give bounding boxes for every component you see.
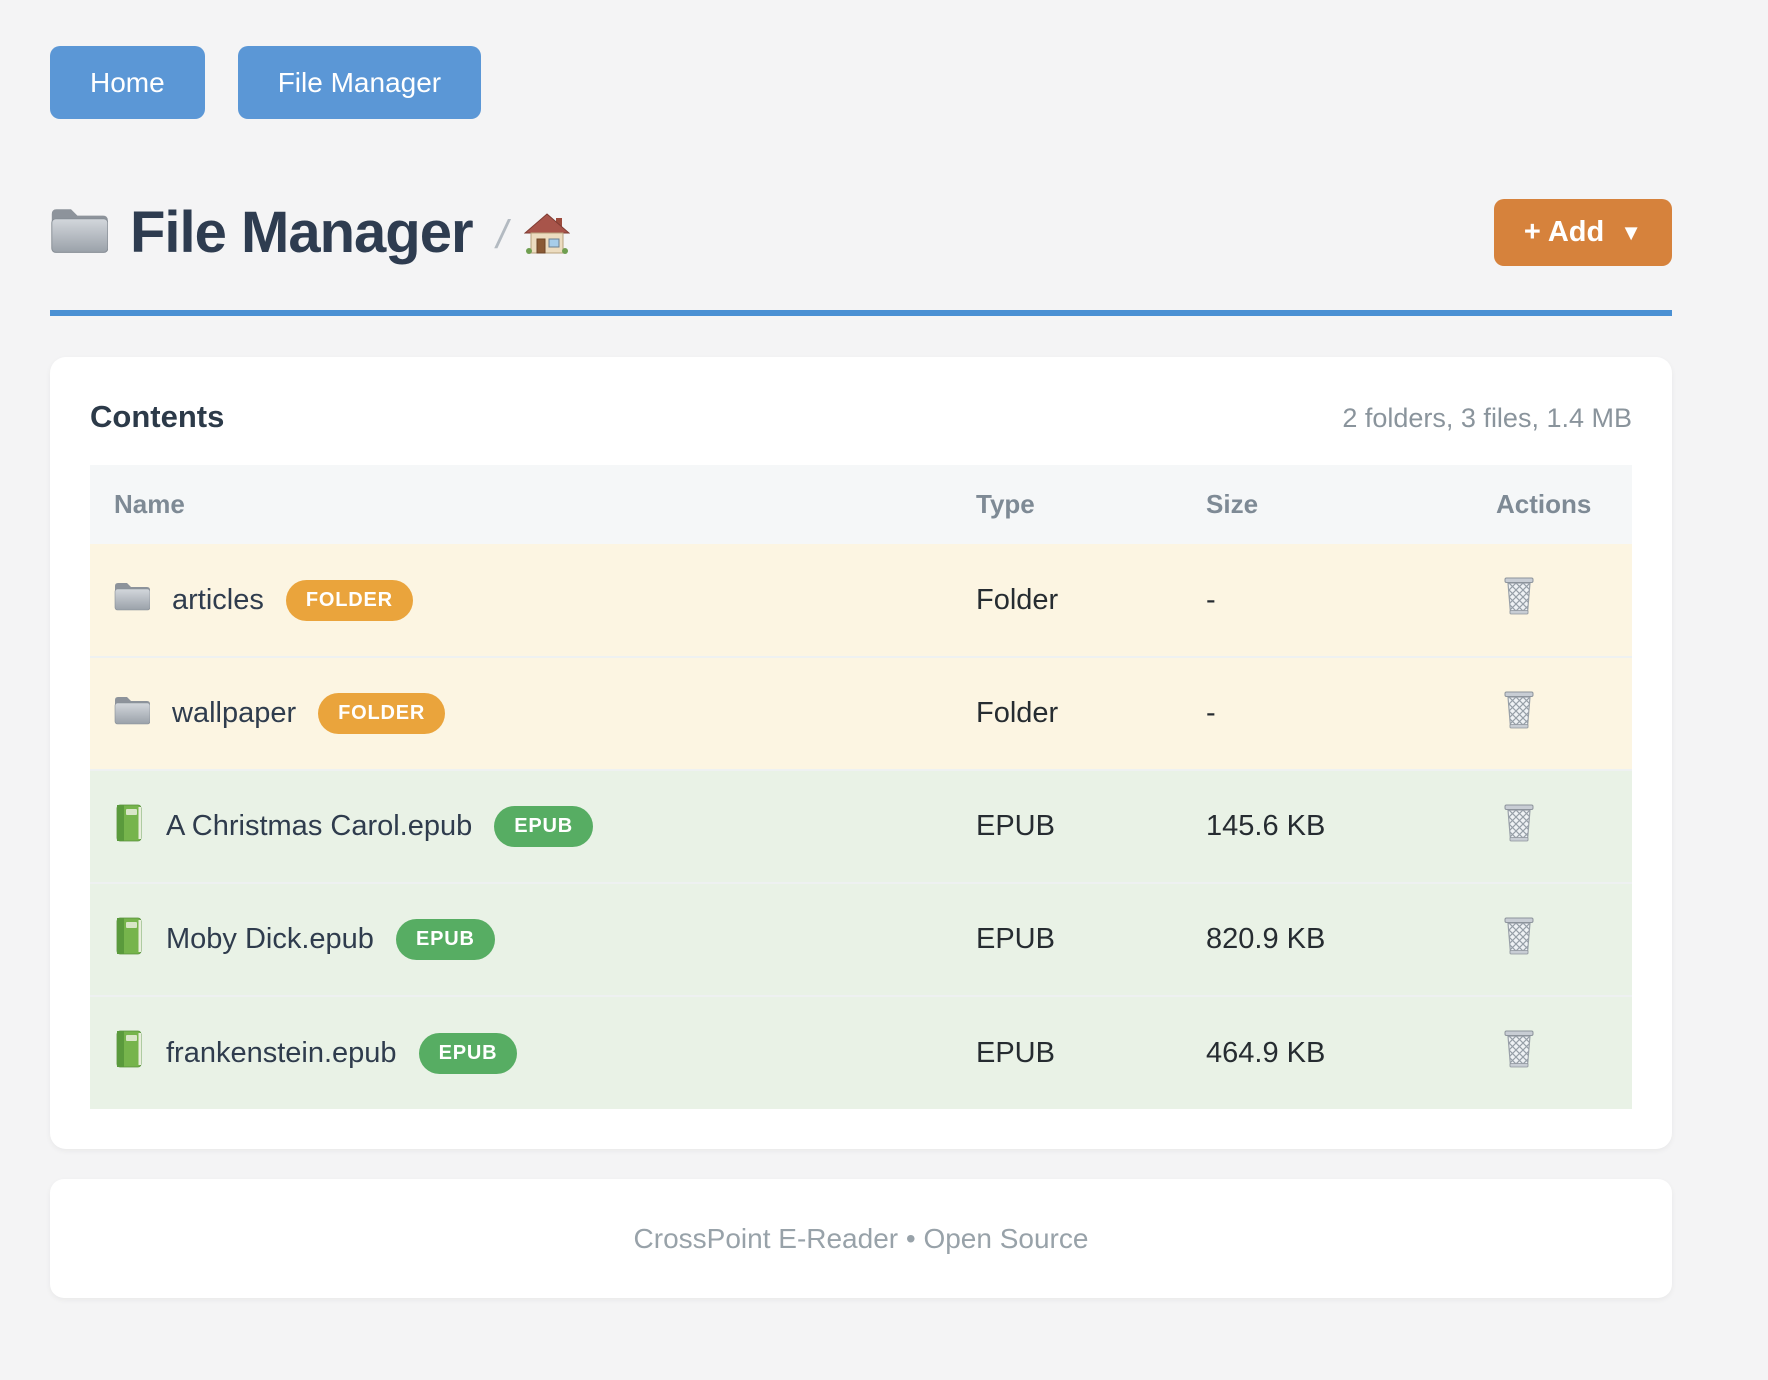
book-icon — [114, 917, 144, 963]
table-header-row: Name Type Size Actions — [90, 465, 1632, 544]
trash-icon — [1502, 1029, 1536, 1072]
column-header-type: Type — [952, 465, 1182, 544]
delete-button[interactable] — [1502, 803, 1536, 846]
type-cell: EPUB — [976, 1036, 1055, 1069]
type-badge: FOLDER — [318, 693, 446, 734]
column-header-size: Size — [1182, 465, 1472, 544]
add-button[interactable]: + Add ▼ — [1493, 199, 1672, 266]
type-cell: Folder — [976, 583, 1059, 616]
delete-button[interactable] — [1502, 690, 1536, 733]
trash-icon — [1502, 690, 1536, 733]
size-cell: 464.9 KB — [1206, 1036, 1326, 1069]
type-cell: EPUB — [976, 923, 1055, 955]
add-button-label: + Add — [1523, 216, 1605, 248]
column-header-name: Name — [90, 465, 952, 544]
file-name-link[interactable]: wallpaper — [172, 697, 297, 729]
table-row: articles FOLDER Folder - — [90, 544, 1632, 657]
size-cell: 145.6 KB — [1206, 810, 1326, 842]
breadcrumb-separator: / — [496, 213, 508, 257]
file-name-link[interactable]: articles — [172, 583, 264, 616]
home-nav-button[interactable]: Home — [50, 46, 205, 119]
folder-icon — [114, 695, 151, 733]
files-table: Name Type Size Actions a — [90, 465, 1632, 1109]
delete-button[interactable] — [1502, 576, 1536, 619]
top-nav: Home File Manager — [50, 46, 1672, 119]
type-badge: EPUB — [395, 919, 495, 960]
page-header: File Manager / + Add ▼ — [50, 199, 1672, 266]
type-cell: Folder — [976, 697, 1059, 729]
column-header-actions: Actions — [1472, 465, 1632, 544]
trash-icon — [1502, 916, 1536, 959]
file-name-link[interactable]: frankenstein.epub — [166, 1036, 397, 1069]
page: Home File Manager File Manager / — [50, 0, 1672, 1298]
contents-heading: Contents — [90, 399, 225, 434]
contents-card: Contents 2 folders, 3 files, 1.4 MB Name… — [50, 357, 1672, 1149]
table-row: wallpaper FOLDER Folder - — [90, 657, 1632, 770]
table-row: frankenstein.epub EPUB EPUB 464.9 KB — [90, 996, 1632, 1109]
type-badge: EPUB — [494, 806, 594, 847]
table-row: A Christmas Carol.epub EPUB EPUB 145.6 K… — [90, 770, 1632, 883]
contents-summary: 2 folders, 3 files, 1.4 MB — [1342, 403, 1632, 433]
type-cell: EPUB — [976, 810, 1055, 842]
caret-down-icon: ▼ — [1620, 219, 1642, 245]
size-cell: - — [1206, 583, 1216, 616]
size-cell: - — [1206, 697, 1216, 729]
file-name-link[interactable]: A Christmas Carol.epub — [166, 810, 473, 842]
delete-button[interactable] — [1502, 916, 1536, 959]
title-divider — [50, 310, 1672, 316]
footer-text: CrossPoint E-Reader • Open Source — [633, 1222, 1089, 1254]
folder-icon — [114, 581, 151, 619]
home-icon[interactable] — [523, 213, 571, 260]
type-badge: EPUB — [418, 1032, 518, 1074]
book-icon — [114, 1030, 144, 1076]
page-title: File Manager — [130, 200, 474, 265]
footer: CrossPoint E-Reader • Open Source — [50, 1179, 1672, 1298]
delete-button[interactable] — [1502, 1029, 1536, 1072]
trash-icon — [1502, 803, 1536, 846]
size-cell: 820.9 KB — [1206, 923, 1326, 955]
file-name-link[interactable]: Moby Dick.epub — [166, 923, 374, 955]
file-manager-nav-button[interactable]: File Manager — [237, 46, 482, 119]
book-icon — [114, 804, 144, 850]
trash-icon — [1502, 576, 1536, 619]
table-row: Moby Dick.epub EPUB EPUB 820.9 KB — [90, 883, 1632, 996]
folder-icon — [50, 206, 109, 259]
type-badge: FOLDER — [285, 579, 413, 621]
